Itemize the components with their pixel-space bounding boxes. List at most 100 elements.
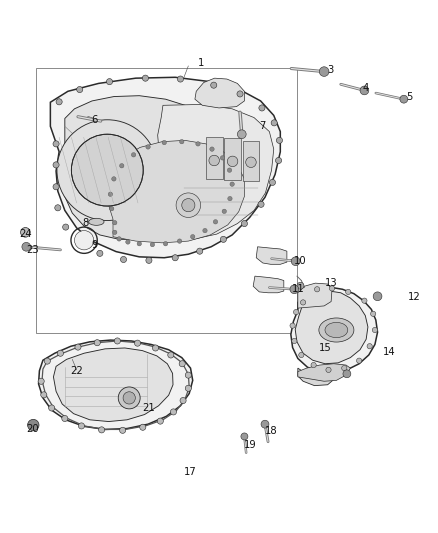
Polygon shape	[298, 368, 334, 386]
Circle shape	[176, 193, 201, 217]
Circle shape	[227, 156, 238, 167]
Circle shape	[292, 338, 297, 344]
Circle shape	[62, 415, 68, 422]
Circle shape	[172, 255, 178, 261]
Circle shape	[367, 344, 372, 349]
Circle shape	[78, 423, 85, 429]
Circle shape	[362, 298, 367, 303]
Bar	[206, 138, 223, 179]
Polygon shape	[298, 283, 332, 308]
Circle shape	[71, 134, 143, 206]
Text: 13: 13	[325, 278, 337, 288]
Circle shape	[137, 241, 141, 246]
Circle shape	[55, 205, 61, 211]
Circle shape	[152, 345, 159, 351]
Circle shape	[41, 392, 47, 398]
Polygon shape	[39, 340, 193, 430]
Circle shape	[170, 409, 177, 415]
Circle shape	[326, 367, 331, 373]
Circle shape	[276, 157, 282, 164]
Ellipse shape	[325, 322, 348, 338]
Circle shape	[131, 152, 136, 157]
Circle shape	[21, 228, 30, 237]
Circle shape	[63, 224, 69, 230]
Circle shape	[120, 256, 127, 263]
Circle shape	[117, 237, 121, 241]
Circle shape	[357, 358, 362, 364]
Circle shape	[168, 352, 174, 358]
Text: 8: 8	[82, 217, 88, 228]
Polygon shape	[253, 276, 284, 293]
Circle shape	[140, 424, 146, 430]
Circle shape	[241, 433, 248, 440]
Circle shape	[246, 157, 256, 167]
Circle shape	[297, 282, 304, 289]
Circle shape	[77, 239, 83, 246]
Circle shape	[373, 292, 382, 301]
Circle shape	[75, 344, 81, 350]
Circle shape	[53, 141, 59, 147]
Circle shape	[400, 95, 408, 103]
Polygon shape	[298, 364, 350, 381]
Circle shape	[44, 358, 50, 364]
Polygon shape	[50, 77, 280, 258]
Polygon shape	[256, 247, 287, 264]
Circle shape	[97, 251, 103, 256]
Text: 12: 12	[407, 292, 420, 302]
Circle shape	[291, 257, 300, 265]
Circle shape	[113, 230, 117, 235]
Text: 14: 14	[383, 347, 395, 357]
Polygon shape	[53, 348, 173, 422]
Circle shape	[271, 120, 277, 126]
Text: 4: 4	[363, 83, 369, 93]
Circle shape	[227, 168, 232, 172]
Circle shape	[220, 156, 225, 160]
Circle shape	[56, 99, 62, 105]
Circle shape	[118, 387, 140, 409]
Text: 1: 1	[198, 58, 205, 68]
Circle shape	[163, 241, 168, 246]
Circle shape	[230, 182, 234, 187]
Circle shape	[179, 361, 185, 367]
Text: 20: 20	[27, 424, 39, 433]
Circle shape	[94, 340, 100, 346]
Circle shape	[112, 177, 116, 181]
Circle shape	[57, 350, 64, 356]
Polygon shape	[62, 96, 227, 239]
Circle shape	[220, 236, 226, 243]
Circle shape	[150, 243, 155, 247]
Polygon shape	[295, 291, 368, 364]
Circle shape	[120, 427, 126, 433]
Bar	[224, 138, 241, 180]
Circle shape	[146, 145, 150, 149]
Text: 6: 6	[91, 115, 97, 125]
Circle shape	[342, 366, 347, 371]
Circle shape	[259, 105, 265, 111]
Circle shape	[123, 392, 135, 404]
Circle shape	[228, 197, 232, 201]
Text: 23: 23	[27, 245, 39, 255]
Circle shape	[49, 405, 55, 411]
Circle shape	[258, 201, 264, 207]
Circle shape	[343, 370, 351, 378]
Circle shape	[299, 352, 304, 358]
Bar	[36, 68, 297, 333]
Circle shape	[185, 372, 191, 378]
Circle shape	[197, 248, 203, 254]
Circle shape	[28, 419, 39, 431]
Text: 5: 5	[406, 92, 413, 102]
Circle shape	[185, 385, 191, 391]
Circle shape	[74, 231, 94, 250]
Polygon shape	[106, 140, 244, 243]
Circle shape	[53, 162, 59, 168]
Circle shape	[360, 86, 369, 95]
Circle shape	[261, 420, 269, 428]
Polygon shape	[195, 78, 244, 108]
Ellipse shape	[319, 318, 354, 342]
Circle shape	[126, 240, 130, 244]
Circle shape	[241, 221, 247, 227]
Circle shape	[38, 378, 44, 384]
Circle shape	[209, 155, 219, 166]
Circle shape	[276, 138, 283, 143]
Circle shape	[113, 221, 117, 225]
